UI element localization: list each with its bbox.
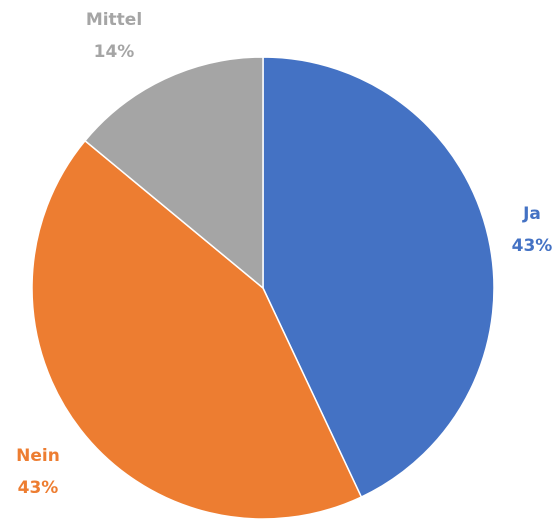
pie-slice-nein: [31, 139, 363, 520]
slice-name-label-nein: Nein: [16, 446, 60, 466]
slice-percent-label-mittel: 14%: [94, 42, 135, 62]
slice-percent-label-ja: 43%: [512, 236, 553, 256]
pie-slice-mittel: [83, 56, 264, 290]
slice-percent-label-nein: 43%: [18, 478, 59, 498]
slice-name-label-ja: Ja: [522, 204, 541, 224]
pie-slices: [31, 56, 495, 520]
pie-labels: Ja 43% Nein 43% Mittel 14%: [16, 10, 552, 498]
slice-name-label-mittel: Mittel: [86, 10, 142, 30]
pie-slice-ja: [262, 56, 495, 499]
